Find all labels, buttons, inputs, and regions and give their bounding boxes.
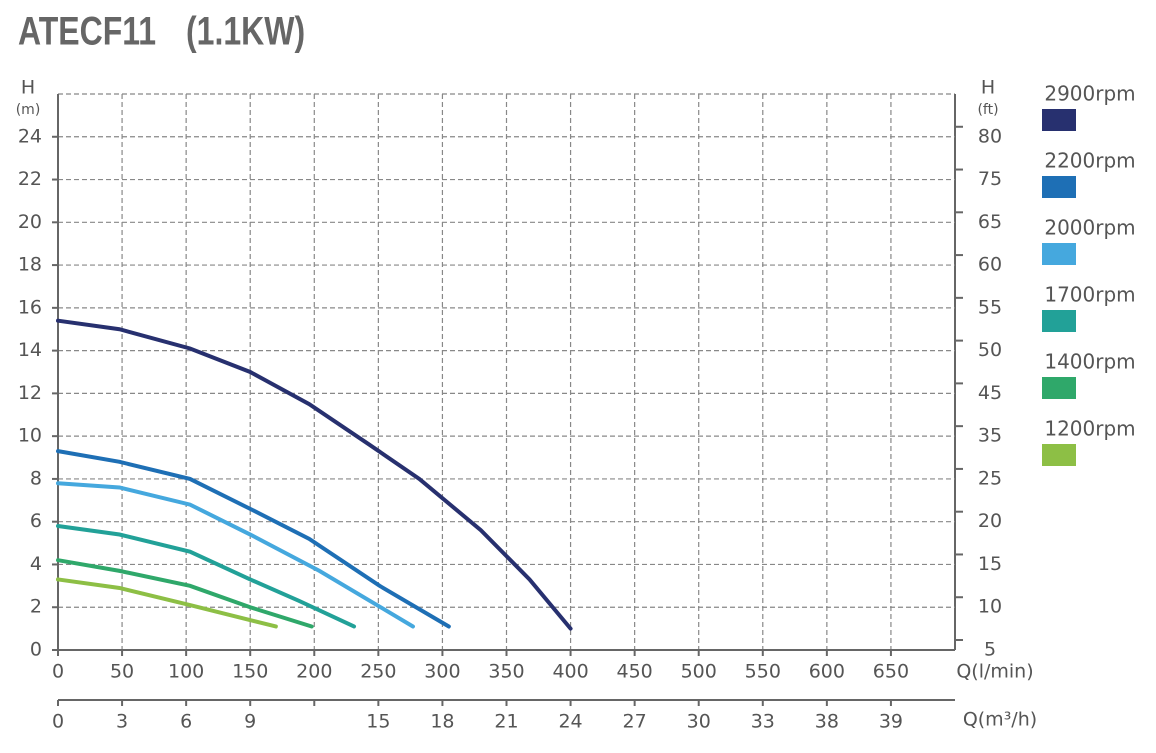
x-tick-label: 450 (617, 661, 653, 683)
y-tick-label: 16 (18, 296, 42, 318)
legend-swatch (1042, 377, 1076, 399)
y2-tick-label: 55 (978, 296, 1002, 318)
legend-label: 1700rpm (1044, 283, 1135, 307)
y2-tick-label: 25 (978, 467, 1002, 489)
y2-tick-label: 35 (978, 425, 1002, 447)
y2-tick-label: 10 (978, 596, 1002, 618)
title-group: ATECF11 (1.1KW) (18, 8, 305, 53)
x-axis-label: Q(l/min) (956, 661, 1033, 683)
y-tick-label: 6 (30, 510, 42, 532)
y-tick-label: 22 (18, 168, 42, 190)
x2-tick-label: 6 (180, 711, 192, 733)
x-tick-label: 400 (552, 661, 588, 683)
curve (56, 523, 357, 629)
y-tick-label: 18 (18, 254, 42, 276)
x-tick-label: 250 (360, 661, 396, 683)
y2-tick-label: 20 (978, 510, 1002, 532)
curve (56, 577, 278, 629)
curve (56, 318, 573, 631)
legend-label: 2000rpm (1044, 216, 1135, 240)
y-tick-label: 8 (30, 467, 42, 489)
x-tick-label: 500 (681, 661, 717, 683)
legend-label: 2200rpm (1044, 149, 1135, 173)
x-tick-label: 300 (424, 661, 460, 683)
y2-axis-label: H (981, 77, 995, 99)
chart-subtitle: (1.1KW) (186, 8, 305, 53)
chart-title: ATECF11 (18, 8, 156, 53)
x-tick-label: 650 (873, 661, 909, 683)
y-axis-label: H (21, 77, 35, 99)
x-tick-label: 50 (110, 661, 134, 683)
x2-tick-label: 30 (687, 711, 711, 733)
x2-axis-label: Q(m³/h) (963, 709, 1037, 731)
y2-tick-label: 50 (978, 339, 1002, 361)
legend-swatch (1042, 310, 1076, 332)
y-tick-label: 20 (18, 211, 42, 233)
y-tick-label: 4 (30, 553, 42, 575)
y2-tick-label: 5 (984, 639, 996, 661)
x2-tick-label: 3 (116, 711, 128, 733)
y2-tick-label: 45 (978, 382, 1002, 404)
y-tick-label: 24 (18, 125, 42, 147)
x-tick-label: 600 (809, 661, 845, 683)
y2-tick-label: 80 (978, 125, 1002, 147)
x2-tick-label: 33 (751, 711, 775, 733)
y2-tick-label: 65 (978, 211, 1002, 233)
curve (56, 558, 314, 629)
x2-tick-label: 18 (430, 711, 454, 733)
y2-axis-unit: (ft) (977, 102, 998, 118)
legend-swatch (1042, 243, 1076, 265)
y-tick-label: 0 (30, 639, 42, 661)
curve (56, 449, 451, 629)
x2-tick-label: 0 (52, 711, 64, 733)
y-tick-label: 14 (18, 339, 42, 361)
legend-swatch (1042, 444, 1076, 466)
x-tick-label: 150 (232, 661, 268, 683)
legend-label: 1200rpm (1044, 417, 1135, 441)
x2-tick-label: 15 (366, 711, 390, 733)
x-tick-label: 100 (168, 661, 204, 683)
x2-tick-label: 39 (879, 711, 903, 733)
y-tick-label: 12 (18, 382, 42, 404)
y-axis-unit: (m) (16, 102, 41, 118)
legend-swatch (1042, 109, 1076, 131)
legend-label: 2900rpm (1044, 82, 1135, 106)
y-tick-label: 2 (30, 596, 42, 618)
legend-swatch (1042, 176, 1076, 198)
x2-tick-label: 21 (494, 711, 518, 733)
x-tick-label: 550 (745, 661, 781, 683)
legend-label: 1400rpm (1044, 350, 1135, 374)
x-tick-label: 200 (296, 661, 332, 683)
x-tick-label: 0 (52, 661, 64, 683)
x2-tick-label: 9 (244, 711, 256, 733)
y-tick-label: 10 (18, 425, 42, 447)
y2-tick-label: 15 (978, 553, 1002, 575)
x2-tick-label: 24 (558, 711, 582, 733)
x-tick-label: 350 (488, 661, 524, 683)
x2-tick-label: 27 (623, 711, 647, 733)
y2-tick-label: 75 (978, 168, 1002, 190)
y2-tick-label: 60 (978, 254, 1002, 276)
x2-tick-label: 38 (815, 711, 839, 733)
curve (56, 481, 415, 629)
